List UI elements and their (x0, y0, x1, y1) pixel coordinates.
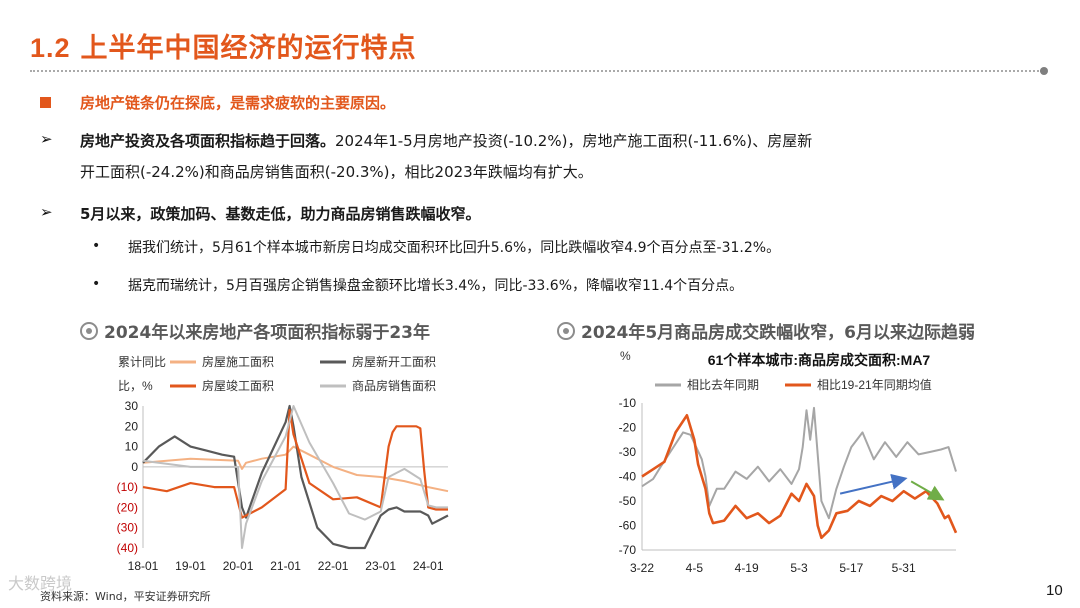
y-axis-label: 累计同比 (118, 355, 166, 369)
y-axis-label: % (620, 349, 631, 363)
source-note: 资料来源：Wind，平安证券研究所 (40, 590, 211, 603)
x-tick-label: 5-3 (790, 561, 808, 575)
series-line (142, 404, 449, 550)
legend-label: 房屋施工面积 (202, 354, 274, 369)
y-axis-label: 比，% (118, 379, 153, 393)
arrow-bullet-icon: ➢ (40, 203, 53, 221)
trend-arrow-up (839, 473, 908, 495)
watermark: 大数跨境 (8, 574, 73, 593)
legend-label: 相比19-21年同期均值 (817, 377, 932, 392)
series-line (142, 405, 448, 549)
chart-1-title: 2024年以来房地产各项面积指标弱于23年 (80, 318, 430, 343)
x-tick-label: 4-5 (686, 561, 704, 575)
x-tick-label: 23-01 (365, 559, 396, 573)
x-tick-label: 5-31 (892, 561, 916, 575)
y-tick-label: (10) (117, 480, 138, 494)
x-tick-label: 20-01 (223, 559, 254, 573)
y-tick-label: -40 (619, 470, 637, 484)
point-1-line-1: 房地产投资及各项面积指标趋于回落。2024年1-5月房地产投资(-10.2%)，… (80, 130, 812, 151)
x-tick-label: 19-01 (175, 559, 206, 573)
series-line (142, 445, 449, 493)
series-line (641, 414, 958, 540)
sub-bullet-2: 据克而瑞统计，5月百强房企销售操盘金额环比增长3.4%，同比-33.6%，降幅收… (128, 278, 744, 294)
point-1-bold: 房地产投资及各项面积指标趋于回落。 (80, 132, 336, 150)
x-tick-label: 4-19 (735, 561, 759, 575)
y-tick-label: (40) (117, 541, 138, 555)
y-tick-label: -20 (619, 421, 637, 435)
y-tick-label: -70 (619, 543, 637, 557)
target-icon (557, 322, 575, 340)
section-number: 1.2 (30, 33, 71, 63)
chart-2-title: 2024年5月商品房成交跌幅收窄，6月以来边际趋弱 (557, 318, 975, 343)
x-tick-label: 5-17 (839, 561, 863, 575)
point-2-text: 5月以来，政策加码、基数走低，助力商品房销售跌幅收窄。 (80, 205, 481, 223)
page-number: 10 (1046, 582, 1063, 599)
subheading: 房地产链条仍在探底，是需求疲软的主要原因。 (80, 94, 396, 112)
legend-label: 房屋新开工面积 (352, 354, 436, 369)
y-tick-label: -50 (619, 494, 637, 508)
section-title: 上半年中国经济的运行特点 (80, 33, 417, 64)
series-line (142, 408, 448, 519)
y-tick-label: 30 (125, 399, 139, 413)
divider-end-dot (1040, 67, 1048, 75)
legend-label: 商品房销售面积 (352, 378, 436, 393)
trend-arrow-down (910, 480, 945, 501)
chart-2: % 61个样本城市:商品房成交面积:MA7 相比去年同期 相比19-21年同期均值 -1… (619, 349, 958, 575)
point-1-line-2: 开工面积(-24.2%)和商品房销售面积(-20.3%)，相比2023年跌幅均有… (80, 163, 593, 181)
target-icon (80, 322, 98, 340)
dot-bullet-icon: • (92, 238, 101, 254)
y-tick-label: 10 (125, 440, 139, 454)
legend-label: 相比去年同期 (687, 378, 759, 392)
page-title: 1.2 上半年中国经济的运行特点 (30, 26, 417, 65)
y-tick-label: -60 (619, 519, 637, 533)
series-line (641, 406, 957, 520)
y-tick-label: 20 (125, 419, 139, 433)
sub-bullet-1: 据我们统计，5月61个样本城市新房日均成交面积环比回升5.6%，同比跌幅收窄4.… (128, 240, 781, 256)
legend-label: 房屋竣工面积 (202, 378, 274, 393)
y-tick-label: -10 (619, 396, 637, 410)
x-tick-label: 24-01 (413, 559, 444, 573)
x-tick-label: 3-22 (630, 561, 654, 575)
x-tick-label: 22-01 (318, 559, 349, 573)
y-tick-label: -30 (619, 445, 637, 459)
dot-bullet-icon: • (92, 276, 101, 292)
arrow-bullet-icon: ➢ (40, 130, 53, 148)
x-tick-label: 21-01 (270, 559, 301, 573)
y-tick-label: (20) (117, 500, 138, 514)
title-divider (30, 70, 1042, 72)
chart-title: 61个样本城市:商品房成交面积:MA7 (708, 352, 931, 368)
y-tick-label: (30) (117, 521, 138, 535)
square-bullet-icon (40, 97, 51, 108)
y-tick-label: 0 (131, 460, 138, 474)
point-1-text: 2024年1-5月房地产投资(-10.2%)，房地产施工面积(-11.6%)、房… (335, 132, 813, 150)
x-tick-label: 18-01 (128, 559, 159, 573)
